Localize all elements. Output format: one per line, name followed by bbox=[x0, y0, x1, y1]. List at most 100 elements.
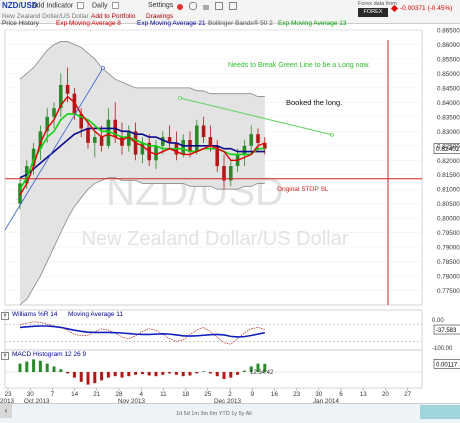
print-icon[interactable] bbox=[202, 5, 209, 10]
x-tick-label: 27 bbox=[404, 391, 412, 398]
period-label: Daily bbox=[92, 2, 108, 10]
macd-bar bbox=[236, 372, 240, 375]
toolbar-icons bbox=[177, 2, 237, 12]
bollinger-fill bbox=[20, 41, 265, 305]
x-tick-label: 2 bbox=[228, 391, 232, 398]
williams-ma-label: Moving Average 11 bbox=[68, 311, 124, 318]
link-icon[interactable] bbox=[228, 2, 237, 10]
macd-bar bbox=[174, 372, 178, 375]
navigator[interactable] bbox=[0, 403, 460, 423]
williams-panel: 0.00 -100.00 -37.583 bbox=[4, 309, 460, 352]
y-tick-label: 0.86000 bbox=[437, 42, 460, 49]
chevron-down-icon bbox=[111, 2, 119, 9]
x-tick-label: 20 bbox=[382, 391, 390, 398]
x-tick-label: 13 bbox=[360, 391, 368, 398]
candle bbox=[18, 183, 22, 204]
macd-bar bbox=[188, 372, 192, 376]
candle bbox=[222, 166, 226, 181]
macd-bar bbox=[195, 372, 199, 374]
navigator-window[interactable] bbox=[420, 405, 460, 419]
macd-bar bbox=[242, 370, 246, 372]
close-macd-icon[interactable]: × bbox=[1, 352, 9, 360]
x-tick-label: 30 bbox=[315, 391, 323, 398]
candles bbox=[18, 67, 267, 210]
y-tick-label: 0.84000 bbox=[437, 100, 460, 107]
legend-bollinger[interactable]: Bollinger Bands® 50 2 bbox=[208, 20, 273, 27]
month-label: Jan 2014 bbox=[313, 398, 339, 405]
period-select[interactable]: Daily bbox=[92, 2, 119, 9]
bollinger-upper bbox=[19, 41, 265, 97]
y-tick-label: 0.79500 bbox=[437, 230, 460, 237]
candle bbox=[59, 85, 63, 109]
macd-bar bbox=[100, 372, 104, 381]
y-tick-label: 0.80000 bbox=[437, 216, 460, 223]
candle bbox=[249, 134, 253, 146]
legend-label: Exp Moving Average 13 bbox=[278, 20, 347, 27]
trendline-handle bbox=[101, 66, 105, 70]
williams-tick: 0.00 bbox=[432, 318, 444, 324]
y-tick-label: 0.82500 bbox=[437, 143, 460, 150]
williams-tick: -100.00 bbox=[432, 346, 453, 352]
watermark-name: New Zealand Dollar/US Dollar bbox=[82, 228, 349, 250]
x-tick-label: 28 bbox=[115, 391, 123, 398]
candle bbox=[201, 125, 206, 138]
macd-bar bbox=[202, 371, 206, 372]
forex-provider-label: Forex data from bbox=[358, 1, 397, 7]
candle bbox=[195, 125, 199, 152]
williams-label: Williams %R 14 bbox=[12, 311, 58, 318]
macd-bar bbox=[208, 372, 212, 374]
x-tick-label: 21 bbox=[93, 391, 101, 398]
fullscreen-icon[interactable] bbox=[214, 2, 223, 10]
macd-bar bbox=[222, 372, 226, 379]
macd-value-tag bbox=[433, 359, 460, 369]
trendline-handle bbox=[178, 96, 182, 100]
legend-ema21[interactable]: Exp Moving Average 21 bbox=[137, 20, 206, 27]
candle bbox=[256, 134, 260, 143]
macd-frame bbox=[4, 349, 423, 389]
add-indicator-button[interactable]: Add Indicator bbox=[32, 2, 85, 10]
time-label: 12:34:42 bbox=[250, 370, 274, 376]
moving-averages bbox=[19, 95, 266, 196]
add-to-portfolio-link[interactable]: Add to Portfolio bbox=[91, 13, 136, 20]
month-label: Nov 2013 bbox=[118, 398, 145, 405]
legend-ema8[interactable]: Exp Moving Average 8 bbox=[56, 20, 121, 27]
x-tick-label: 18 bbox=[182, 391, 190, 398]
y-tick-label: 0.86500 bbox=[437, 28, 460, 35]
blue-trendline bbox=[4, 67, 104, 231]
macd-bar bbox=[263, 363, 267, 372]
booked-note: Booked the long. bbox=[286, 98, 343, 107]
price-change: -0.00371 (-0.45%) bbox=[400, 5, 453, 12]
refresh-icon[interactable] bbox=[188, 2, 197, 10]
x-tick-label: 25 bbox=[204, 391, 212, 398]
macd-bar bbox=[134, 372, 138, 375]
williams-value: -37.583 bbox=[436, 328, 457, 334]
y-tick-label: 0.85000 bbox=[437, 71, 460, 78]
macd-bar bbox=[120, 372, 124, 378]
macd-bar bbox=[32, 359, 36, 372]
candle bbox=[167, 137, 172, 143]
y-tick-label: 0.83500 bbox=[437, 114, 460, 121]
y-tick-label: 0.81500 bbox=[437, 172, 460, 179]
legend-ema13[interactable]: Exp Moving Average 13 bbox=[278, 20, 347, 27]
macd-bar bbox=[79, 372, 83, 382]
alert-icon[interactable] bbox=[177, 4, 183, 10]
range-selector[interactable]: 1d 5d 1m 3m 6m YTD 1y 5y All bbox=[176, 411, 252, 417]
macd-bar bbox=[256, 363, 260, 372]
close-williams-icon[interactable]: × bbox=[1, 312, 9, 320]
x-tick-label: 6 bbox=[339, 391, 343, 398]
drawings-link[interactable]: Drawings bbox=[146, 13, 174, 20]
scroll-left-icon[interactable]: ‹ bbox=[0, 404, 12, 418]
x-tick-label: 14 bbox=[71, 391, 79, 398]
time-axis: 23 30 7 14 21 28 4 11 18 25 2 9 16 23 30 6 13 20 27 2013 Oct… bbox=[0, 388, 412, 405]
candle bbox=[161, 137, 165, 146]
macd-bar bbox=[113, 372, 117, 377]
candle bbox=[93, 137, 97, 143]
y-tick-label: 0.82000 bbox=[437, 158, 460, 165]
x-tick-label: 7 bbox=[51, 391, 55, 398]
add-indicator-label: Add Indicator bbox=[32, 2, 74, 10]
settings-button[interactable]: Settings bbox=[148, 2, 173, 9]
y-tick-label: 0.85500 bbox=[437, 56, 460, 63]
legend-price-history[interactable]: Price History bbox=[2, 20, 39, 27]
candle bbox=[52, 108, 56, 117]
